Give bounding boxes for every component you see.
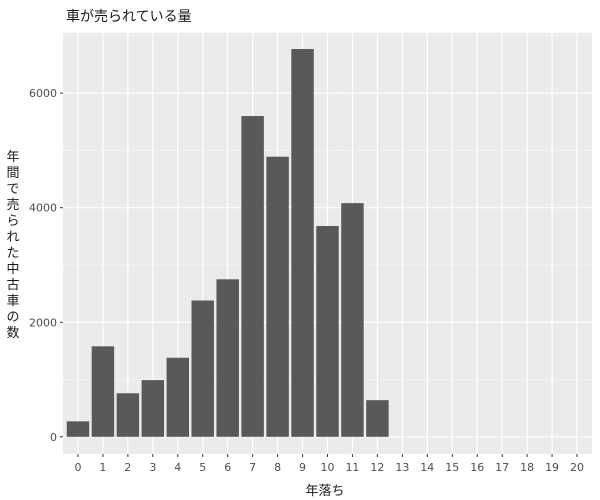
y-axis-title-char: れ — [6, 230, 20, 245]
x-tick-label: 15 — [445, 461, 459, 474]
x-tick-label: 1 — [99, 461, 106, 474]
x-tick-label: 18 — [520, 461, 534, 474]
y-tick-label: 2000 — [29, 316, 57, 329]
x-tick-label: 13 — [395, 461, 409, 474]
bar — [116, 393, 140, 437]
x-tick-label: 20 — [570, 461, 584, 474]
x-tick-label: 0 — [74, 461, 81, 474]
y-axis-title-char: 数 — [6, 326, 20, 341]
x-tick-label: 16 — [470, 461, 484, 474]
bar — [366, 400, 389, 437]
bar — [191, 300, 214, 437]
bar — [291, 49, 314, 437]
x-tick-label: 11 — [345, 461, 359, 474]
bar — [91, 346, 115, 437]
bar — [141, 380, 165, 437]
y-axis-title-char: の — [6, 310, 20, 325]
x-tick-label: 12 — [370, 461, 384, 474]
x-axis-title: 年落ち — [305, 484, 345, 499]
y-axis-title-char: 車 — [6, 294, 20, 309]
x-tick-label: 4 — [174, 461, 181, 474]
x-tick-label: 10 — [321, 461, 335, 474]
y-axis-title-char: 中 — [6, 262, 20, 277]
y-axis-title-char: ら — [6, 214, 20, 229]
x-tick-label: 6 — [224, 461, 231, 474]
y-tick-label: 6000 — [29, 87, 57, 100]
y-axis-title: 年間で売られた中古車の数 — [4, 150, 22, 342]
y-axis-title-char: で — [6, 182, 20, 197]
x-tick-label: 9 — [299, 461, 306, 474]
y-axis-title-char: 売 — [6, 198, 20, 213]
x-tick-label: 3 — [149, 461, 156, 474]
x-tick-label: 5 — [199, 461, 206, 474]
x-tick-label: 19 — [545, 461, 559, 474]
chart-title: 車が売られている量 — [66, 9, 192, 25]
bar — [166, 357, 190, 437]
bar — [266, 156, 289, 437]
y-tick-label: 0 — [50, 431, 57, 444]
x-tick-label: 17 — [495, 461, 509, 474]
y-axis-title-char: 古 — [6, 278, 20, 293]
bar — [216, 279, 239, 437]
bar — [66, 421, 90, 437]
y-axis-title-char: た — [6, 246, 20, 261]
x-tick-label: 8 — [274, 461, 281, 474]
bar — [341, 203, 364, 437]
bar — [241, 116, 264, 437]
y-axis-title-char: 年 — [6, 150, 20, 165]
x-tick-label: 2 — [124, 461, 131, 474]
x-tick-label: 14 — [420, 461, 434, 474]
y-tick-label: 4000 — [29, 202, 57, 215]
bar — [316, 226, 339, 437]
x-tick-label: 7 — [249, 461, 256, 474]
y-axis-title-char: 間 — [6, 166, 20, 181]
